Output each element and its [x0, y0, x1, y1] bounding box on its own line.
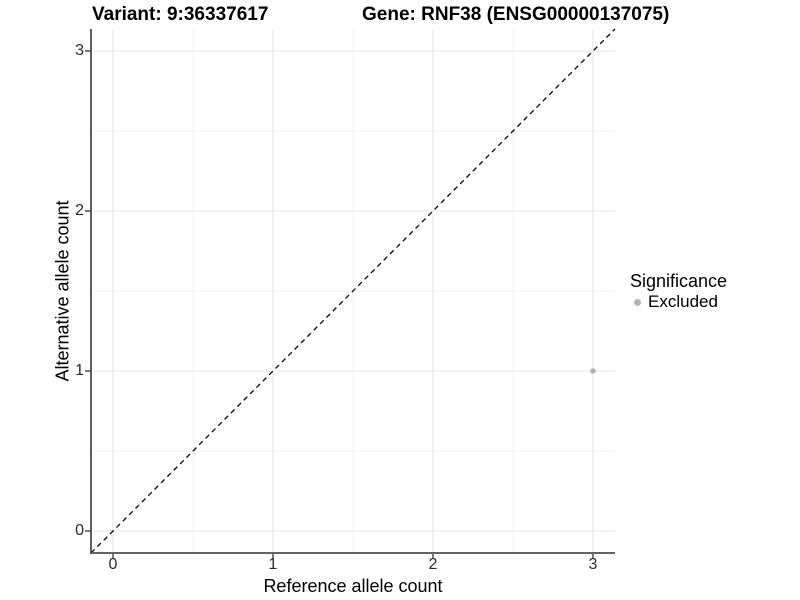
legend-item-excluded: Excluded [630, 292, 727, 312]
x-tick-label: 2 [428, 556, 438, 573]
legend-item-label: Excluded [648, 292, 718, 311]
y-tick-label: 0 [75, 522, 84, 539]
y-tick-label: 2 [75, 202, 84, 219]
excluded-point-icon [634, 298, 641, 306]
y-tick-label: 3 [75, 42, 84, 59]
legend-title: Significance [630, 271, 728, 291]
data-point-excluded [590, 368, 596, 374]
y-axis-title: Alternative allele count [52, 200, 73, 382]
legend: Significance Excluded [630, 271, 727, 312]
x-tick-label: 1 [268, 556, 278, 573]
plot-title-gene: Gene: RNF38 (ENSG00000137075) [362, 4, 670, 25]
plot-title-variant: Variant: 9:36337617 [92, 4, 269, 25]
y-tick-label: 1 [75, 362, 84, 379]
x-axis-title: Reference allele count [263, 576, 443, 596]
x-tick-label: 3 [588, 556, 598, 573]
x-tick-label: 0 [108, 556, 118, 573]
identity-dashed-line [90, 28, 616, 554]
